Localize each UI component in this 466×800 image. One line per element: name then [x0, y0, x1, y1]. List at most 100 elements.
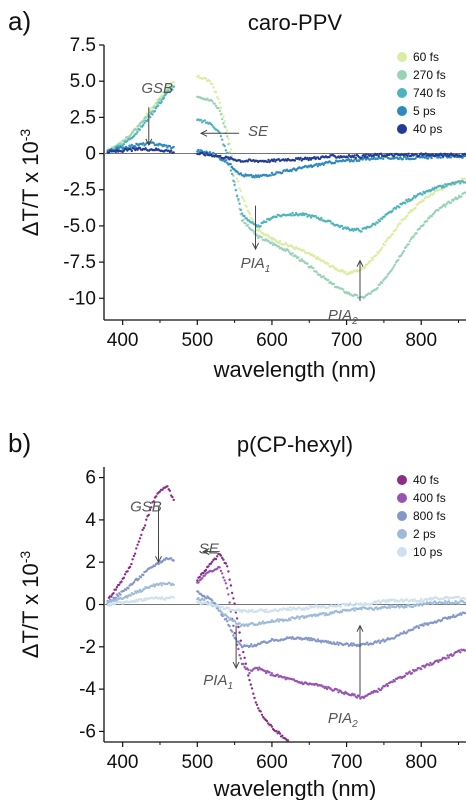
data-point	[405, 605, 408, 609]
data-point	[443, 602, 446, 605]
data-point	[297, 615, 300, 618]
data-point	[269, 174, 272, 177]
data-point	[240, 195, 244, 199]
data-point	[379, 688, 383, 691]
data-point	[150, 506, 153, 509]
data-point	[172, 559, 175, 562]
data-point	[202, 571, 205, 575]
data-point	[410, 785, 412, 787]
data-point	[374, 600, 377, 603]
data-point	[207, 603, 210, 606]
data-point	[389, 235, 392, 239]
y-tick-label: 2.5	[70, 107, 96, 128]
data-point	[448, 788, 450, 790]
data-point	[412, 236, 415, 239]
data-point	[429, 596, 432, 599]
data-point	[242, 197, 245, 200]
data-point	[238, 187, 241, 190]
data-point	[385, 601, 388, 604]
data-point	[120, 580, 123, 583]
data-point	[447, 600, 450, 603]
data-point	[382, 157, 385, 161]
data-point	[132, 581, 136, 584]
data-point	[305, 213, 308, 216]
data-point	[228, 151, 231, 154]
data-point	[463, 788, 465, 790]
data-point	[328, 613, 331, 616]
x-tick-label: 800	[405, 752, 437, 773]
data-point	[227, 616, 230, 619]
data-point	[353, 154, 356, 157]
data-point	[384, 599, 387, 602]
data-point	[381, 781, 383, 783]
data-point	[425, 786, 427, 788]
data-point	[201, 577, 204, 580]
data-point	[376, 781, 378, 783]
data-point	[153, 109, 156, 113]
data-point	[360, 608, 363, 611]
data-point	[149, 116, 152, 119]
data-point	[251, 608, 254, 612]
data-point	[442, 788, 444, 790]
data-point	[399, 222, 402, 225]
data-point	[120, 146, 123, 149]
data-point	[316, 165, 320, 168]
data-point	[417, 604, 421, 607]
chart-title: p(CP-hexyl)	[237, 432, 353, 457]
data-point	[143, 587, 146, 591]
data-point	[239, 189, 242, 193]
y-tick-label: -2	[79, 637, 96, 658]
data-point	[168, 90, 172, 94]
data-point	[415, 232, 418, 235]
data-point	[247, 668, 250, 671]
data-point	[168, 489, 172, 492]
data-point	[384, 783, 386, 785]
data-point	[237, 608, 240, 611]
data-point	[258, 227, 261, 231]
data-point	[293, 213, 297, 217]
data-point	[115, 586, 119, 589]
data-point	[132, 592, 136, 595]
data-point	[131, 558, 134, 561]
data-point	[391, 784, 393, 786]
data-point	[348, 272, 352, 275]
data-point	[233, 183, 236, 187]
data-point	[208, 601, 212, 605]
data-point	[229, 584, 233, 587]
data-point	[314, 759, 316, 761]
data-point	[130, 143, 133, 147]
data-point	[400, 598, 403, 601]
data-point	[281, 734, 284, 737]
data-point	[377, 639, 380, 642]
data-point	[463, 649, 466, 652]
data-point	[401, 632, 404, 635]
data-point	[227, 156, 230, 159]
data-point	[412, 600, 415, 603]
data-point	[237, 180, 240, 183]
data-point	[137, 590, 140, 594]
data-point	[350, 642, 353, 645]
data-point	[172, 151, 175, 154]
data-point	[379, 248, 383, 251]
data-point	[286, 619, 290, 622]
data-point	[250, 216, 253, 220]
y-tick-label: -6	[79, 721, 96, 742]
data-point	[407, 243, 410, 246]
data-point	[445, 788, 447, 790]
data-point	[336, 641, 339, 644]
series-2-ps	[106, 581, 466, 628]
data-point	[126, 596, 129, 599]
data-point	[242, 662, 245, 666]
data-point	[377, 154, 380, 158]
data-point	[313, 760, 315, 762]
data-point	[449, 201, 453, 204]
data-point	[377, 599, 380, 602]
x-tick-label: 700	[331, 752, 363, 773]
data-point	[222, 576, 225, 579]
data-point	[305, 636, 308, 640]
data-point	[233, 631, 236, 635]
data-point	[333, 161, 337, 164]
data-point	[411, 785, 413, 787]
data-point	[172, 85, 175, 89]
annotation-subscript: 2	[351, 719, 358, 730]
